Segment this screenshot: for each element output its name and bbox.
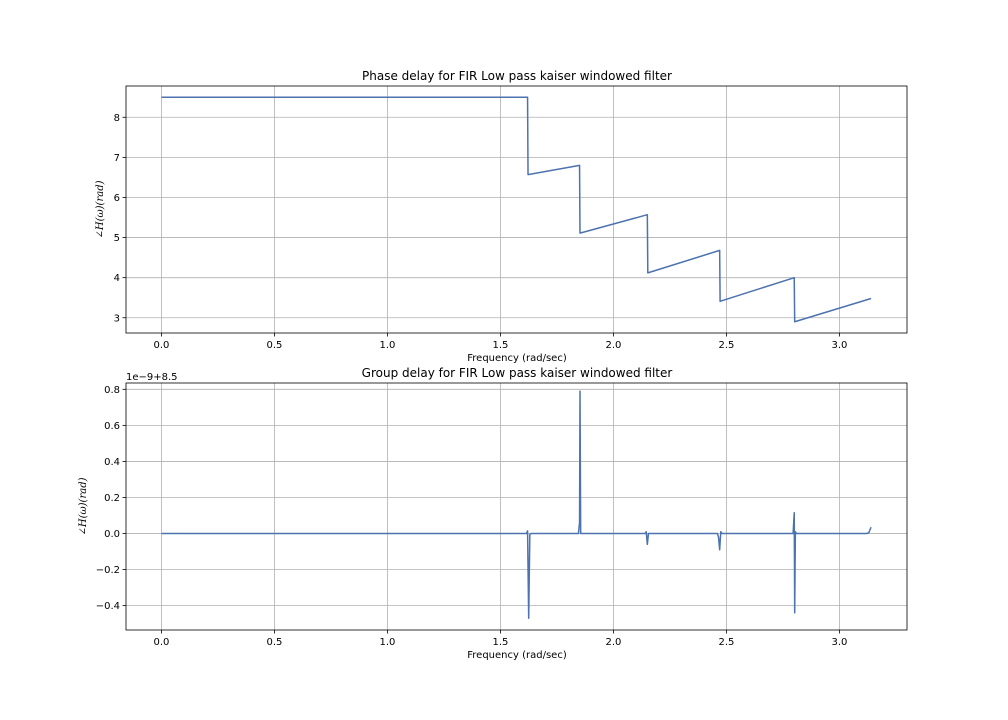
phase-delay-grid (126, 86, 907, 333)
phase-delay-xtick-label: 1.5 (493, 340, 509, 351)
group-delay-ytick-label: 0.0 (104, 529, 120, 540)
phase-delay-ytick-label: 5 (114, 233, 120, 244)
phase-delay-frame (125, 85, 908, 334)
group-delay-ylabel: ∠H(ω)(rad) (78, 477, 89, 535)
phase-delay-xtick-label: 0.5 (267, 340, 283, 351)
group-delay-xtick-label: 2.5 (718, 637, 734, 648)
phase-delay-xtick-label: 3.0 (831, 340, 847, 351)
group-delay-xtick-label: 0.0 (154, 637, 170, 648)
phase-delay-series-line (161, 96, 872, 323)
phase-delay-xlabel: Frequency (rad/sec) (467, 353, 567, 364)
phase-delay-ytick-label: 3 (114, 313, 120, 324)
phase-delay-xtick-label: 2.5 (718, 340, 734, 351)
group-delay-grid (126, 383, 907, 630)
phase-delay-xtick-label: 1.0 (380, 340, 396, 351)
phase-delay-ytick-label: 4 (114, 273, 120, 284)
phase-delay-xtick-label: 0.0 (154, 340, 170, 351)
group-delay-frame (125, 382, 908, 631)
phase-delay-xtick-label: 2.0 (605, 340, 621, 351)
group-delay-xtick-label: 2.0 (605, 637, 621, 648)
group-delay-ytick-label: 0.6 (104, 421, 120, 432)
phase-delay-title: Phase delay for FIR Low pass kaiser wind… (362, 69, 672, 83)
group-delay-xlabel: Frequency (rad/sec) (467, 650, 567, 661)
group-delay-ytick-label: 0.8 (104, 385, 120, 396)
phase-delay-ytick-label: 8 (114, 113, 120, 124)
phase-delay-ylabel: ∠H(ω)(rad) (95, 180, 106, 238)
group-delay-ytick-label: −0.2 (96, 565, 120, 576)
phase-delay-ytick-label: 6 (114, 193, 120, 204)
group-delay-offset-text: 1e−9+8.5 (126, 372, 178, 383)
phase-delay-ytick-label: 7 (114, 153, 120, 164)
group-delay-title: Group delay for FIR Low pass kaiser wind… (362, 366, 673, 380)
group-delay-ytick-label: 0.2 (104, 493, 120, 504)
group-delay-series-line (161, 390, 872, 620)
group-delay-xtick-label: 3.0 (831, 637, 847, 648)
group-delay-ytick-label: 0.4 (104, 457, 120, 468)
group-delay-series (161, 390, 872, 620)
group-delay-ticks: 0.0 0.5 1.0 1.5 2.0 2.5 3.0 −0.4 −0.2 0.0 0.2 0.4 0.… (96, 385, 848, 648)
phase-delay-series (161, 96, 872, 323)
group-delay-xtick-label: 1.5 (493, 637, 509, 648)
phase-delay-ticks: 0.0 0.5 1.0 1.5 2.0 2.5 3.0 3 4 5 6 7 8 (114, 113, 848, 351)
group-delay-axes: 1e−9+8.5 Group delay for FIR Low pass ka… (78, 366, 908, 661)
phase-delay-axes: Phase delay for FIR Low pass kaiser wind… (95, 69, 908, 364)
group-delay-xtick-label: 1.0 (380, 637, 396, 648)
group-delay-xtick-label: 0.5 (267, 637, 283, 648)
group-delay-ytick-label: −0.4 (96, 601, 120, 612)
